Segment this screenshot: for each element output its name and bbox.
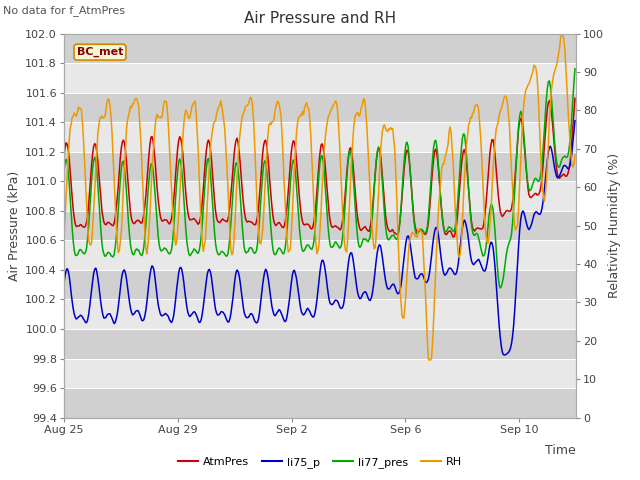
- Bar: [64, 329, 576, 359]
- Bar: [64, 388, 576, 418]
- Y-axis label: Relativity Humidity (%): Relativity Humidity (%): [608, 153, 621, 298]
- Bar: [64, 300, 576, 329]
- Bar: [64, 270, 576, 300]
- Bar: [64, 359, 576, 388]
- Bar: [64, 211, 576, 240]
- Bar: [64, 240, 576, 270]
- Y-axis label: Air Pressure (kPa): Air Pressure (kPa): [8, 170, 21, 281]
- Legend: AtmPres, li75_p, li77_pres, RH: AtmPres, li75_p, li77_pres, RH: [174, 452, 466, 472]
- Text: Air Pressure and RH: Air Pressure and RH: [244, 11, 396, 25]
- Text: BC_met: BC_met: [77, 47, 123, 57]
- Text: Time: Time: [545, 444, 576, 457]
- Bar: [64, 181, 576, 211]
- Bar: [64, 63, 576, 93]
- Bar: [64, 93, 576, 122]
- Text: No data for f_AtmPres: No data for f_AtmPres: [3, 5, 125, 16]
- Bar: [64, 34, 576, 63]
- Bar: [64, 152, 576, 181]
- Bar: [64, 122, 576, 152]
